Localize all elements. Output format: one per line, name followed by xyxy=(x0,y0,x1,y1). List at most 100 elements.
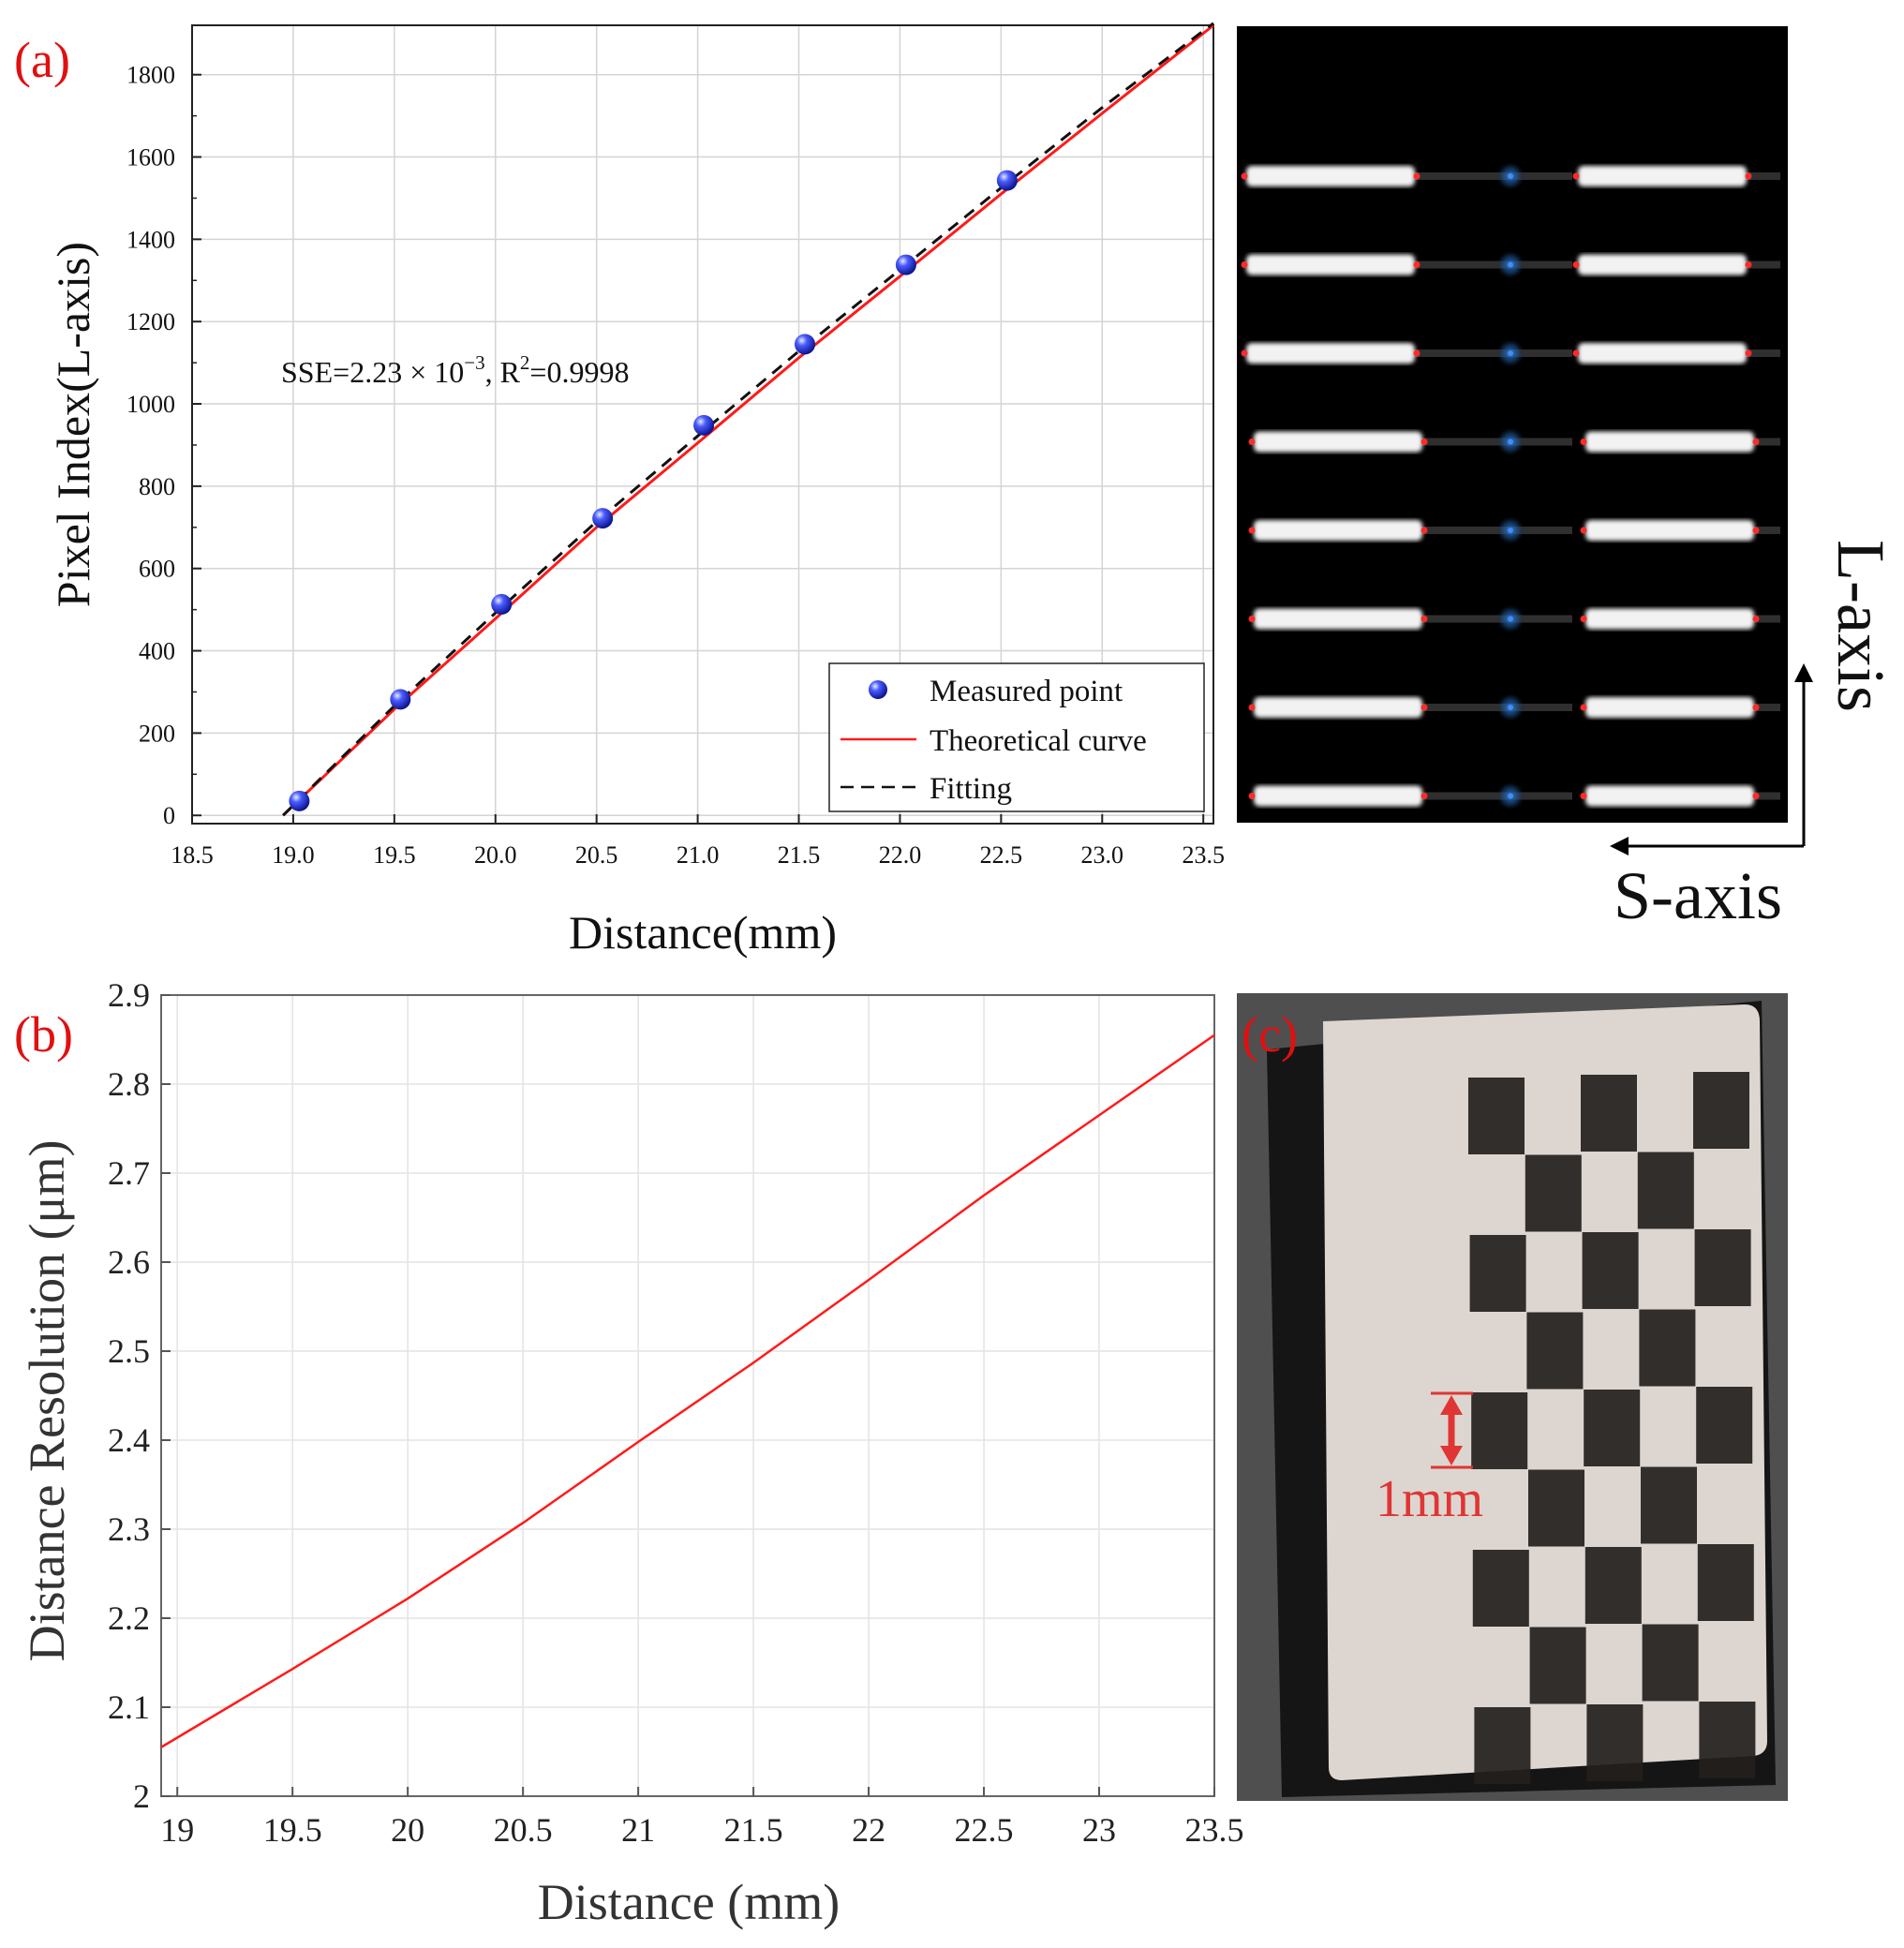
stripe-faint-left xyxy=(1413,704,1572,711)
stripe-center-dot xyxy=(1508,793,1513,799)
tick-label-y: 2.6 xyxy=(108,1243,150,1281)
legend-label-fitting: Fitting xyxy=(930,772,1012,806)
stripe-edge-dot xyxy=(1241,172,1248,180)
stripe-edge-dot xyxy=(1572,172,1580,180)
chart-a-annotation: SSE=2.23 × 10−3, R2=0.9998 xyxy=(281,351,629,389)
stripe-faint-left xyxy=(1413,615,1572,623)
chart-b: 19 19.5 20 20.5 21 21.5 22 22.5 23 23.5 2 2.1 2.2 2.3… xyxy=(14,976,1244,1930)
stripe-bright-left xyxy=(1246,254,1415,275)
stripe-faint-left xyxy=(1413,172,1572,180)
stripe-faint-left xyxy=(1413,438,1572,446)
checker-square xyxy=(1528,1469,1584,1547)
checker-square xyxy=(1468,1078,1525,1154)
scale-marker: 1mm xyxy=(1376,1391,1483,1528)
stripe-row xyxy=(1248,693,1780,721)
stripe-edge-dot xyxy=(1572,261,1580,268)
tick-label-x: 22.5 xyxy=(955,1811,1014,1849)
checker-square xyxy=(1693,1072,1749,1149)
tick-label-y: 1000 xyxy=(126,391,175,418)
tick-label-y: 600 xyxy=(139,556,175,583)
stripe-faint-left xyxy=(1413,260,1572,269)
stripe-faint-left xyxy=(1413,349,1572,357)
stripe-center-dot xyxy=(1508,705,1513,710)
checker-square xyxy=(1694,1229,1751,1306)
checker-square xyxy=(1474,1707,1531,1784)
laser-stripe-image: L-axis S-axis xyxy=(1237,26,1898,933)
stripe-edge-dot xyxy=(1580,616,1587,622)
stripe-bright-right xyxy=(1585,608,1754,630)
stripe-bright-right xyxy=(1585,431,1754,453)
tick-label-y: 2.1 xyxy=(108,1688,150,1726)
stripe-faint-left xyxy=(1413,527,1572,534)
tick-label-x: 19.0 xyxy=(272,841,315,869)
tick-label-x: 18.5 xyxy=(171,841,214,869)
checker-square xyxy=(1581,1075,1637,1152)
panel-label-a: (a) xyxy=(14,32,70,88)
stripe-edge-dot xyxy=(1421,527,1428,534)
stripe-edge-dot xyxy=(1248,616,1256,622)
l-axis-label: L-axis xyxy=(1823,540,1898,712)
legend-marker-measured xyxy=(869,680,887,699)
tick-label-y: 2.5 xyxy=(108,1332,150,1370)
tick-label-x: 20.5 xyxy=(494,1811,553,1849)
stripe-row xyxy=(1241,250,1780,279)
measured-point xyxy=(592,508,614,529)
tick-label-x: 23 xyxy=(1082,1811,1116,1849)
stripe-bright-right xyxy=(1578,343,1747,364)
tick-label-y: 2 xyxy=(133,1777,150,1815)
tick-label-x: 19.5 xyxy=(263,1811,322,1849)
chart-b-frame xyxy=(160,994,1215,1797)
measured-point xyxy=(693,414,715,436)
tick-label-y: 1600 xyxy=(126,144,175,171)
tick-label-x: 19 xyxy=(160,1811,194,1849)
stripe-edge-dot xyxy=(1421,439,1428,445)
tick-label-y: 1800 xyxy=(126,62,175,89)
chart-a-frame xyxy=(191,24,1214,825)
legend-label-theoretical: Theoretical curve xyxy=(930,724,1147,758)
tick-label-x: 20 xyxy=(391,1811,424,1849)
tick-label-y: 2.3 xyxy=(108,1510,150,1548)
stripe-edge-dot xyxy=(1421,704,1428,711)
checker-square xyxy=(1471,1392,1528,1469)
checker-square xyxy=(1639,1309,1696,1387)
tick-label-x: 22 xyxy=(852,1811,885,1849)
tick-label-x: 20.5 xyxy=(575,841,618,869)
stripe-bright-right xyxy=(1585,697,1754,718)
chart-a-ticks: 18.5 19.0 19.5 20.0 20.5 21.0 21.5 22.0 22.5 23.0… xyxy=(126,62,1225,869)
tick-label-y: 1400 xyxy=(126,226,175,253)
tick-label-y: 0 xyxy=(163,802,175,829)
stripe-edge-dot xyxy=(1248,527,1256,534)
tick-label-x: 20.0 xyxy=(474,841,517,869)
tick-label-y: 400 xyxy=(139,638,175,665)
stripe-edge-dot xyxy=(1752,527,1760,534)
stripe-edge-dot xyxy=(1745,261,1752,268)
legend-label-measured: Measured point xyxy=(930,675,1123,708)
stripe-edge-dot xyxy=(1248,439,1256,445)
tick-label-x: 23.5 xyxy=(1185,1811,1244,1849)
scale-arrow-up xyxy=(1440,1395,1463,1415)
stripe-edge-dot xyxy=(1248,793,1256,799)
tick-label-y: 2.4 xyxy=(108,1421,150,1459)
tick-label-x: 23.0 xyxy=(1081,841,1124,869)
chart-a-legend: Measured point Theoretical curve Fitting xyxy=(828,662,1205,812)
checker-square xyxy=(1469,1235,1526,1312)
s-axis-arrowhead xyxy=(1610,837,1629,855)
chart-a: 18.5 19.0 19.5 20.0 20.5 21.0 21.5 22.0 22.5 23.0… xyxy=(14,22,1225,959)
measured-point xyxy=(996,170,1018,191)
scale-arrow-down xyxy=(1440,1446,1463,1465)
stripe-bright-right xyxy=(1585,520,1754,541)
checker-square xyxy=(1699,1702,1756,1778)
checker-square xyxy=(1526,1312,1584,1390)
stripe-faint-left xyxy=(1413,792,1572,800)
chart-b-grid xyxy=(161,994,1215,1797)
tick-label-y: 800 xyxy=(139,473,175,500)
stripe-edge-dot xyxy=(1421,793,1428,799)
l-axis-arrowhead xyxy=(1794,663,1813,682)
stripe-center-dot xyxy=(1508,439,1513,445)
checker-square xyxy=(1584,1547,1642,1624)
stripe-edge-dot xyxy=(1413,349,1421,357)
checkerboard-pattern xyxy=(1468,1072,1756,1784)
stripe-row xyxy=(1248,604,1780,633)
tick-label-x: 21.5 xyxy=(778,841,821,869)
